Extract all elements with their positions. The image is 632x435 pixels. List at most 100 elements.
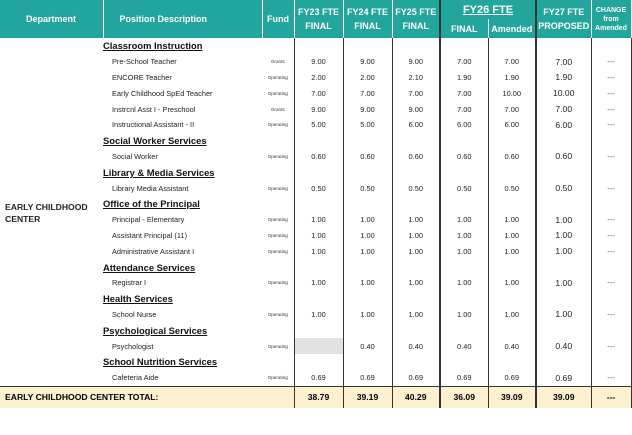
position-cell: ENCORE Teacher bbox=[103, 70, 262, 86]
fy26-final-cell: 1.00 bbox=[440, 274, 489, 291]
change-cell bbox=[591, 132, 632, 149]
fy24-cell: 0.60 bbox=[343, 148, 393, 165]
fy26-amended-cell: 1.00 bbox=[488, 227, 537, 244]
fy27-cell: 1.00 bbox=[536, 274, 592, 291]
position-label: Cafeteria Aide bbox=[112, 373, 159, 383]
fy26-final-cell bbox=[440, 38, 489, 54]
fund-cell bbox=[262, 290, 295, 307]
fy23-cell: 0.60 bbox=[294, 148, 344, 165]
fy27-cell: 1.90 bbox=[536, 69, 592, 86]
fy27-cell: 6.00 bbox=[536, 116, 592, 133]
fy24-cell bbox=[343, 195, 393, 212]
change-cell bbox=[591, 290, 632, 307]
change-cell: --- bbox=[591, 180, 632, 196]
change-cell: --- bbox=[591, 243, 632, 260]
fy27-label: FY27 FTE bbox=[543, 7, 585, 17]
total-fy26-amended: 39.09 bbox=[488, 385, 537, 408]
fy24-cell bbox=[343, 353, 393, 370]
position-cell: Early Childhood SpEd Teacher bbox=[103, 85, 262, 101]
position-cell: School Nutrition Services bbox=[103, 354, 262, 370]
position-cell: Instrcnl Asst I - Preschool bbox=[103, 101, 262, 117]
table-header: Department Position Description Fund FY2… bbox=[0, 0, 632, 38]
position-label: Instrcnl Asst I - Preschool bbox=[112, 104, 196, 114]
position-cell: Administrative Assistant I bbox=[103, 243, 262, 259]
total-label: EARLY CHILDHOOD CENTER TOTAL: bbox=[0, 385, 295, 408]
fy23-cell: 1.00 bbox=[294, 243, 344, 260]
fy23-cell: 1.00 bbox=[294, 211, 344, 228]
fy24-cell bbox=[343, 132, 393, 149]
fy26-final-cell: 1.90 bbox=[440, 69, 489, 86]
change-cell bbox=[591, 164, 632, 181]
fy25-cell: 7.00 bbox=[392, 85, 441, 102]
fy23-cell: 1.00 bbox=[294, 306, 344, 323]
fund-cell bbox=[262, 353, 295, 370]
fy26-amended-cell: 7.00 bbox=[488, 101, 537, 117]
fy24-cell bbox=[343, 322, 393, 339]
fy24-cell: 0.50 bbox=[343, 180, 393, 196]
position-cell: Attendance Services bbox=[103, 259, 262, 275]
change-cell bbox=[591, 353, 632, 370]
position-cell: Health Services bbox=[103, 291, 262, 307]
fy24-cell: 0.40 bbox=[343, 338, 393, 354]
fy26-final-cell: 1.00 bbox=[440, 227, 489, 244]
fy26-final-cell bbox=[440, 195, 489, 212]
fy23-label: FY23 FTE bbox=[297, 7, 339, 17]
fy24-cell: 9.00 bbox=[343, 53, 393, 70]
position-cell: Assistant Principal (11) bbox=[103, 228, 262, 244]
position-label: Library Media Assistant bbox=[112, 183, 189, 193]
fy26-amended-cell bbox=[488, 322, 537, 339]
fy25-cell: 0.50 bbox=[392, 180, 441, 196]
fy23-cell bbox=[294, 338, 344, 354]
total-change: --- bbox=[591, 385, 632, 408]
change-cell: --- bbox=[591, 148, 632, 165]
fy24-cell: 1.00 bbox=[343, 211, 393, 228]
fund-cell: Operating bbox=[262, 306, 295, 323]
fy25-cell: 9.00 bbox=[392, 101, 441, 117]
fy26-amended-cell bbox=[488, 195, 537, 212]
fund-cell bbox=[262, 38, 295, 54]
fund-cell: Operating bbox=[262, 243, 295, 260]
fy26-amended-cell bbox=[488, 353, 537, 370]
section-row: Social Worker Services bbox=[0, 132, 632, 149]
fy24-cell: 1.00 bbox=[343, 274, 393, 291]
fy26-amended-cell: 1.00 bbox=[488, 211, 537, 228]
section-row: EARLY CHILDHOOD CENTER Classroom Instruct… bbox=[0, 38, 632, 224]
section-title: Classroom Instruction bbox=[103, 40, 203, 52]
fy26-final-cell: 7.00 bbox=[440, 85, 489, 102]
change-cell: --- bbox=[591, 116, 632, 133]
fy27-cell bbox=[536, 38, 592, 54]
fy27-cell: 7.00 bbox=[536, 53, 592, 70]
section-row: Psychological Services bbox=[0, 322, 632, 339]
fy23-cell bbox=[294, 322, 344, 339]
fund-cell: Operating bbox=[262, 148, 295, 165]
table-row: Assistant Principal (11) Operating 1.00 1.0… bbox=[0, 227, 632, 244]
fy27-cell bbox=[536, 164, 592, 181]
fy27-cell bbox=[536, 322, 592, 339]
fy26-amended-cell: 0.50 bbox=[488, 180, 537, 196]
section-title: Social Worker Services bbox=[103, 135, 207, 147]
change-cell: --- bbox=[591, 53, 632, 70]
fy23-cell bbox=[294, 132, 344, 149]
fy26-amended-cell: 1.00 bbox=[488, 274, 537, 291]
fy25-cell: 6.00 bbox=[392, 116, 441, 133]
change-cell bbox=[591, 38, 632, 54]
change-cell bbox=[591, 195, 632, 212]
fy23-cell bbox=[294, 195, 344, 212]
fy24-cell: 5.00 bbox=[343, 116, 393, 133]
fy26-amended-cell: 1.00 bbox=[488, 306, 537, 323]
department-name: EARLY CHILDHOOD CENTER bbox=[5, 202, 88, 225]
fy23-cell: 1.00 bbox=[294, 274, 344, 291]
change-cell: --- bbox=[591, 101, 632, 117]
fy26-amended-cell: 6.00 bbox=[488, 116, 537, 133]
fy27-cell bbox=[536, 195, 592, 212]
change-cell: --- bbox=[591, 227, 632, 244]
fy23-cell: 9.00 bbox=[294, 101, 344, 117]
change-cell: --- bbox=[591, 306, 632, 323]
change-cell: --- bbox=[591, 211, 632, 228]
fy25-cell bbox=[392, 290, 441, 307]
fy26-amended-cell: 0.40 bbox=[488, 338, 537, 354]
table-row: Social Worker Operating 0.60 0.60 0.60 0.60 0.… bbox=[0, 148, 632, 165]
position-label: Instructional Assistant - II bbox=[112, 120, 195, 130]
fy27-cell bbox=[536, 259, 592, 275]
fy26-final-cell: 0.40 bbox=[440, 338, 489, 354]
